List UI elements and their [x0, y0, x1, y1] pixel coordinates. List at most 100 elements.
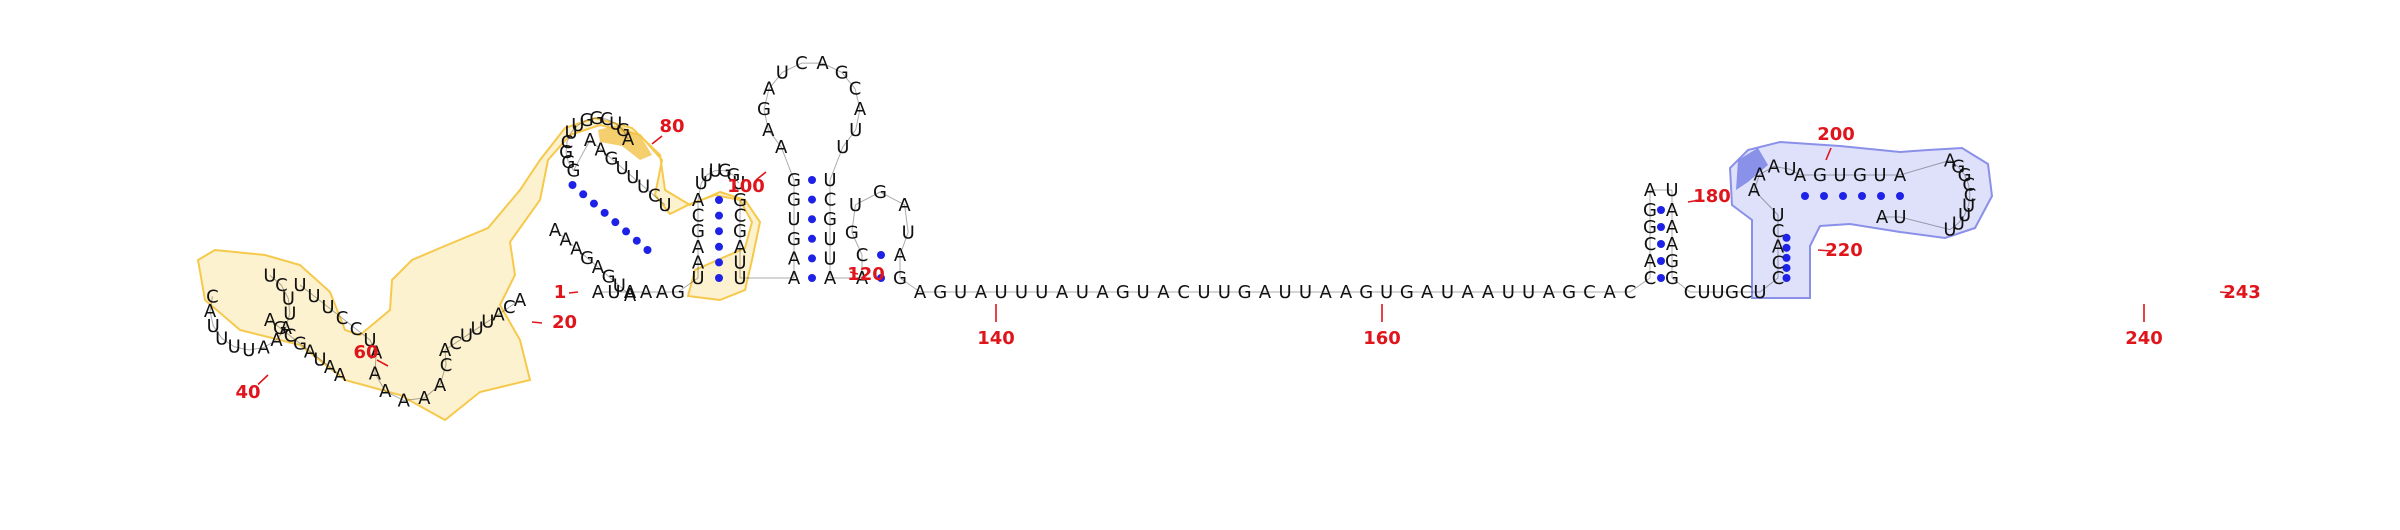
backbone-segment	[855, 109, 861, 131]
nucleotide: U	[1958, 205, 1971, 226]
nucleotide: G	[1116, 282, 1130, 303]
position-label-1: 1	[554, 282, 567, 303]
base-pair-dot	[715, 196, 723, 204]
backbone-segment	[565, 141, 568, 153]
backbone-segment	[212, 325, 223, 339]
position-label-180: 180	[1693, 186, 1731, 207]
base-pair-dot	[1801, 192, 1809, 200]
nucleotide: U	[1665, 180, 1678, 201]
backbone-segment	[767, 129, 782, 148]
base-pair-dot	[715, 242, 723, 251]
nucleotide: U	[1137, 282, 1150, 303]
backbone-segment	[586, 257, 599, 268]
backbone-segment	[1964, 205, 1970, 216]
nucleotide: C	[856, 245, 869, 266]
backbone-segment	[329, 366, 341, 376]
nucleotide: G	[845, 222, 859, 243]
nucleotide: A	[692, 252, 705, 273]
nucleotide: A	[856, 268, 869, 289]
nucleotide: U	[571, 115, 584, 136]
base-pair-dot	[808, 176, 816, 184]
nucleotide: U	[733, 252, 746, 273]
backbone-segment	[263, 339, 277, 349]
nucleotide: C	[336, 308, 349, 329]
nucleotide: A	[824, 268, 837, 289]
nucleotide: U	[207, 316, 220, 337]
nucleotide: U	[836, 137, 849, 158]
nucleotide: C	[284, 326, 297, 347]
position-label-80: 80	[659, 116, 684, 137]
backbone-segment	[439, 364, 447, 385]
nucleotide: A	[692, 237, 705, 258]
nucleotide: A	[1340, 282, 1353, 303]
nucleotide: C	[1644, 234, 1657, 255]
nucleotide: A	[418, 388, 431, 409]
nucleotide: A	[692, 190, 705, 211]
position-tick	[257, 374, 269, 386]
nucleotide: A	[369, 363, 382, 384]
nucleotide: U	[1943, 220, 1956, 241]
nucleotide: U	[1873, 165, 1886, 186]
nucleotide: A	[592, 282, 605, 303]
nucleotide: C	[600, 109, 613, 130]
nucleotide: A	[492, 304, 505, 325]
highlight-region-2	[1728, 140, 1994, 299]
nucleotide: A	[914, 282, 927, 303]
backbone-segment	[289, 335, 301, 344]
backbone-segment	[855, 191, 881, 206]
position-label-140: 140	[977, 328, 1015, 349]
nucleotide: C	[824, 190, 837, 211]
nucleotide: G	[567, 161, 581, 182]
backbone-segment	[589, 139, 602, 150]
base-pair-dot	[1782, 274, 1791, 282]
backbone-layer	[209, 62, 1971, 401]
backbone-segment	[851, 204, 856, 233]
backbone-segment	[1753, 174, 1761, 191]
nucleotide: C	[350, 319, 363, 340]
backbone-segment	[899, 277, 921, 293]
nucleotide: U	[215, 328, 228, 349]
nucleotide: C	[648, 186, 661, 207]
nucleotide: U	[691, 268, 704, 289]
backbone-segment	[577, 119, 587, 126]
nucleotide: U	[902, 222, 915, 243]
backbone-segment	[1964, 174, 1970, 185]
nucleotide: A	[439, 340, 452, 361]
base-pair-dot	[877, 274, 885, 282]
nucleotide: A	[1462, 282, 1475, 303]
backbone-segment	[653, 195, 666, 206]
position-tick	[849, 271, 859, 275]
backbone-segment	[677, 277, 699, 293]
backbone-segment	[615, 122, 624, 131]
position-tick	[376, 359, 389, 367]
nucleotide: C	[1177, 282, 1190, 303]
base-pair-dot	[808, 274, 816, 282]
nucleotide: A	[1944, 150, 1957, 171]
nucleotide: A	[622, 129, 635, 150]
backbone-segment	[570, 124, 579, 134]
base-pair-dot	[1896, 192, 1904, 200]
backbone-segment	[476, 321, 489, 329]
nucleotide: A	[788, 248, 801, 269]
nucleotide: U	[1015, 282, 1028, 303]
nucleotide: A	[788, 268, 801, 289]
backbone-segment	[287, 298, 291, 314]
nucleotide: A	[595, 139, 608, 160]
nucleotide: G	[1562, 282, 1576, 303]
nucleotide: C	[692, 206, 705, 227]
base-pair-dot	[715, 227, 723, 236]
base-pair-dot	[643, 246, 652, 254]
position-tick	[1817, 249, 1832, 252]
nucleotide: A	[1666, 234, 1679, 255]
nucleotide: A	[1666, 200, 1679, 221]
position-tick	[531, 321, 543, 324]
backbone-segment	[1671, 277, 1691, 293]
nucleotide: U	[1279, 282, 1292, 303]
nucleotide: A	[975, 282, 988, 303]
nucleotide: U	[1711, 282, 1724, 303]
backbone-segment	[1899, 216, 1951, 231]
nucleotide: C	[734, 206, 747, 227]
nucleotide: G	[726, 165, 740, 186]
nucleotide: C	[1740, 282, 1753, 303]
